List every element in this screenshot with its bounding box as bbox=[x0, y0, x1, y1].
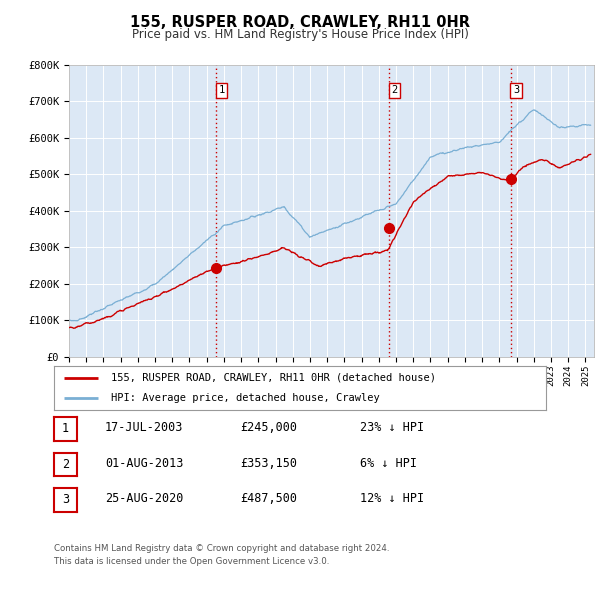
Text: Contains HM Land Registry data © Crown copyright and database right 2024.: Contains HM Land Registry data © Crown c… bbox=[54, 545, 389, 553]
Text: HPI: Average price, detached house, Crawley: HPI: Average price, detached house, Craw… bbox=[110, 393, 379, 403]
Text: This data is licensed under the Open Government Licence v3.0.: This data is licensed under the Open Gov… bbox=[54, 558, 329, 566]
Text: 155, RUSPER ROAD, CRAWLEY, RH11 0HR (detached house): 155, RUSPER ROAD, CRAWLEY, RH11 0HR (det… bbox=[110, 373, 436, 383]
Text: 3: 3 bbox=[62, 493, 69, 506]
Text: 2: 2 bbox=[391, 86, 398, 96]
Text: 17-JUL-2003: 17-JUL-2003 bbox=[105, 421, 184, 434]
Text: 1: 1 bbox=[218, 86, 225, 96]
Text: £353,150: £353,150 bbox=[240, 457, 297, 470]
Text: 12% ↓ HPI: 12% ↓ HPI bbox=[360, 492, 424, 505]
Text: 01-AUG-2013: 01-AUG-2013 bbox=[105, 457, 184, 470]
Text: £245,000: £245,000 bbox=[240, 421, 297, 434]
Text: 1: 1 bbox=[62, 422, 69, 435]
Text: Price paid vs. HM Land Registry's House Price Index (HPI): Price paid vs. HM Land Registry's House … bbox=[131, 28, 469, 41]
Text: 155, RUSPER ROAD, CRAWLEY, RH11 0HR: 155, RUSPER ROAD, CRAWLEY, RH11 0HR bbox=[130, 15, 470, 30]
Text: 25-AUG-2020: 25-AUG-2020 bbox=[105, 492, 184, 505]
Text: 23% ↓ HPI: 23% ↓ HPI bbox=[360, 421, 424, 434]
Text: 6% ↓ HPI: 6% ↓ HPI bbox=[360, 457, 417, 470]
Text: 2: 2 bbox=[62, 458, 69, 471]
Text: 3: 3 bbox=[513, 86, 520, 96]
Text: £487,500: £487,500 bbox=[240, 492, 297, 505]
